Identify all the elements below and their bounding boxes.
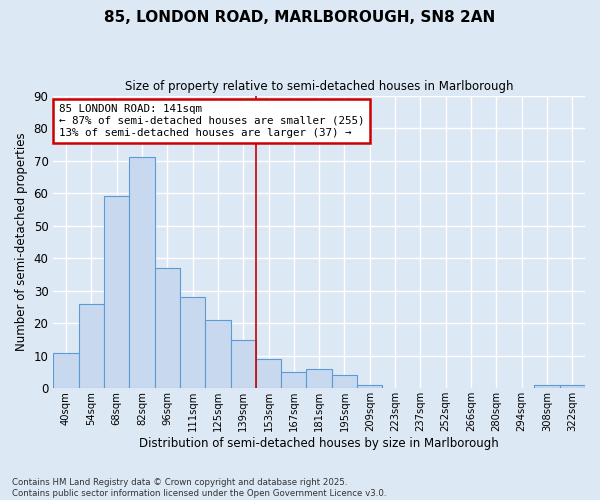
Bar xyxy=(357,385,382,388)
Title: Size of property relative to semi-detached houses in Marlborough: Size of property relative to semi-detach… xyxy=(125,80,514,93)
Bar xyxy=(560,385,585,388)
Text: Contains HM Land Registry data © Crown copyright and database right 2025.
Contai: Contains HM Land Registry data © Crown c… xyxy=(12,478,386,498)
X-axis label: Distribution of semi-detached houses by size in Marlborough: Distribution of semi-detached houses by … xyxy=(139,437,499,450)
Bar xyxy=(205,320,230,388)
Bar xyxy=(281,372,307,388)
Bar xyxy=(53,352,79,388)
Bar xyxy=(230,340,256,388)
Bar xyxy=(104,196,129,388)
Bar xyxy=(307,369,332,388)
Bar xyxy=(129,158,155,388)
Bar xyxy=(256,359,281,388)
Text: 85 LONDON ROAD: 141sqm
← 87% of semi-detached houses are smaller (255)
13% of se: 85 LONDON ROAD: 141sqm ← 87% of semi-det… xyxy=(59,104,364,138)
Bar xyxy=(79,304,104,388)
Bar xyxy=(180,297,205,388)
Text: 85, LONDON ROAD, MARLBOROUGH, SN8 2AN: 85, LONDON ROAD, MARLBOROUGH, SN8 2AN xyxy=(104,10,496,25)
Y-axis label: Number of semi-detached properties: Number of semi-detached properties xyxy=(15,132,28,351)
Bar xyxy=(535,385,560,388)
Bar xyxy=(155,268,180,388)
Bar xyxy=(332,376,357,388)
